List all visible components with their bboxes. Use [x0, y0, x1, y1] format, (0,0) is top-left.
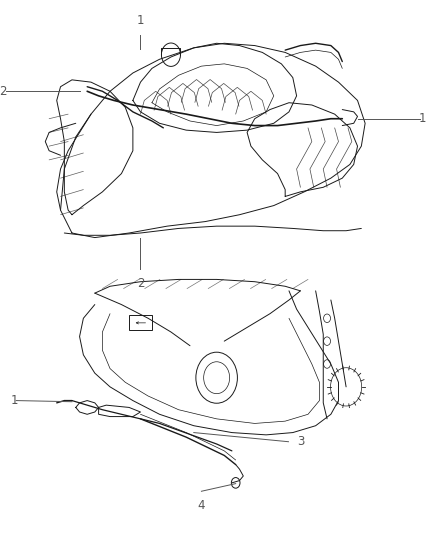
Text: 3: 3: [297, 435, 304, 448]
Text: 1: 1: [419, 112, 426, 125]
Text: 2: 2: [0, 85, 7, 98]
Text: 4: 4: [198, 499, 205, 512]
Text: 2: 2: [137, 277, 144, 290]
Text: 1: 1: [11, 394, 18, 407]
Text: 1: 1: [137, 14, 144, 27]
